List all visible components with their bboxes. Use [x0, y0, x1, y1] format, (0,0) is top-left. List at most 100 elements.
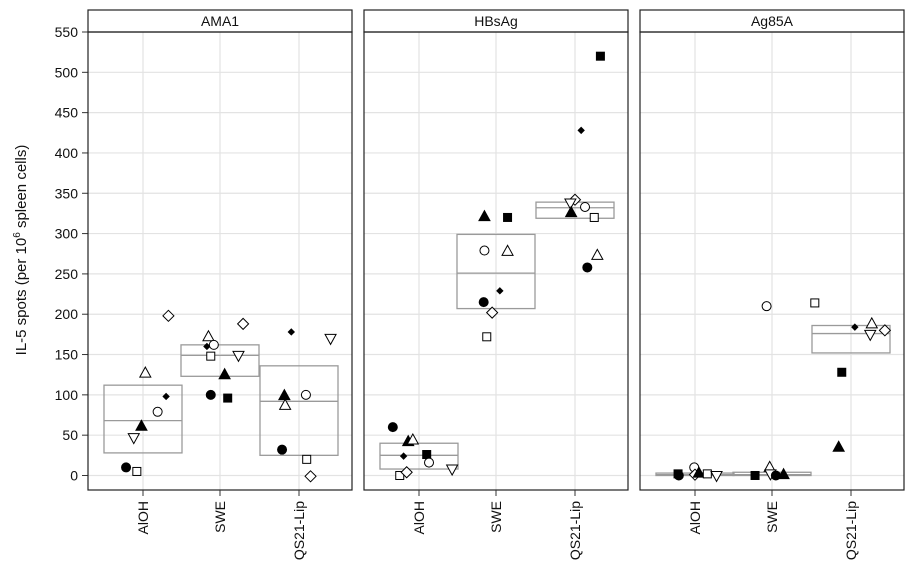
data-point — [223, 393, 233, 403]
data-point — [479, 245, 490, 256]
y-axis-title: IL-5 spots (per 106 spleen cells) — [12, 145, 30, 356]
box-iqr — [456, 233, 536, 310]
data-point — [304, 470, 317, 483]
data-point — [837, 367, 847, 377]
data-point — [878, 324, 892, 337]
x-tick-label: AlOH — [411, 501, 427, 534]
data-point — [162, 309, 175, 323]
data-point — [132, 466, 142, 476]
data-point — [501, 244, 514, 256]
x-tick-label: QS21-Lip — [843, 501, 859, 560]
x-tick-label: QS21-Lip — [567, 501, 583, 560]
y-tick-label: 500 — [55, 64, 79, 80]
y-tick-label: 150 — [55, 347, 79, 363]
data-point — [202, 329, 215, 342]
data-point — [232, 350, 245, 363]
data-point — [135, 419, 148, 431]
svg-text:IL-5 spots (per 106 spleen cel: IL-5 spots (per 106 spleen cells) — [12, 145, 30, 356]
data-point — [761, 301, 772, 312]
panel-hbsag: HBsAg AlOH SWE QS21-Lip — [363, 9, 629, 560]
data-point — [162, 392, 170, 401]
y-tick-label: 550 — [55, 24, 79, 40]
data-point — [324, 333, 337, 346]
data-point — [208, 339, 219, 350]
data-point — [422, 450, 432, 460]
data-point — [810, 298, 820, 308]
x-tick-label: AlOH — [687, 501, 703, 534]
data-point — [236, 317, 250, 331]
data-point — [138, 366, 152, 378]
y-axis-title-text-end: spleen cells) — [13, 145, 30, 233]
x-tick-label: SWE — [212, 501, 228, 533]
data-point — [399, 452, 408, 460]
x-tick-label: QS21-Lip — [291, 501, 307, 560]
data-point — [287, 328, 296, 336]
data-point — [406, 432, 420, 445]
panel-title: Ag85A — [751, 13, 794, 29]
data-point — [564, 198, 577, 210]
x-tick-label: SWE — [764, 501, 780, 533]
data-point — [485, 306, 499, 319]
data-point — [865, 316, 879, 329]
data-point — [387, 422, 398, 433]
data-point — [478, 209, 491, 222]
y-tick-label: 100 — [55, 387, 79, 403]
data-point — [580, 201, 591, 212]
x-tick-label: SWE — [488, 501, 504, 533]
data-point — [400, 466, 413, 479]
data-point — [595, 51, 605, 61]
data-point — [302, 454, 312, 464]
panel-ag85a: Ag85A AlOH SWE QS21-Lip — [639, 9, 905, 560]
panel-title: AMA1 — [201, 13, 239, 29]
y-tick-label: 350 — [55, 185, 79, 201]
data-point — [777, 467, 790, 480]
y-tick-label: 300 — [55, 226, 79, 242]
y-tick-label: 200 — [55, 306, 79, 322]
data-point — [127, 433, 141, 445]
data-point — [205, 389, 216, 400]
data-point — [121, 462, 132, 473]
y-tick-label: 250 — [55, 266, 79, 282]
y-axis-title-text: IL-5 spots (per 10 — [13, 238, 30, 356]
data-point — [478, 297, 489, 308]
data-point — [673, 470, 684, 481]
data-point — [577, 126, 585, 135]
data-point — [496, 287, 504, 295]
data-point — [832, 440, 846, 452]
data-point — [300, 389, 311, 400]
box-iqr — [811, 324, 891, 354]
data-point — [278, 398, 292, 410]
data-point — [702, 469, 712, 479]
data-point — [750, 470, 760, 480]
data-point — [863, 329, 877, 342]
y-tick-label: 450 — [55, 105, 79, 121]
y-axis: 0 50 100 150 200 250 300 350 400 450 500 550 — [55, 24, 88, 483]
data-point — [851, 323, 859, 331]
y-tick-label: 50 — [62, 427, 78, 443]
data-point — [424, 457, 435, 468]
box-iqr — [379, 442, 459, 470]
data-point — [589, 212, 599, 222]
box-iqr — [259, 365, 339, 456]
data-point — [590, 248, 604, 260]
x-tick-label: AlOH — [135, 501, 151, 534]
data-point — [277, 444, 288, 455]
panel-ama1: AMA1 AlOH SWE QS21-Lip — [87, 9, 353, 560]
data-point — [445, 464, 459, 477]
data-point — [482, 332, 492, 342]
y-tick-label: 400 — [55, 145, 79, 161]
panel-title: HBsAg — [474, 13, 518, 29]
data-point — [710, 470, 723, 483]
data-point — [206, 351, 216, 361]
data-point — [218, 367, 231, 380]
data-point — [564, 205, 578, 218]
data-point — [582, 262, 593, 273]
y-axis-title-exponent: 6 — [12, 232, 23, 238]
data-point — [152, 406, 163, 417]
y-tick-label: 0 — [70, 467, 78, 483]
data-point — [503, 212, 513, 222]
data-point — [278, 388, 291, 401]
box-iqr — [103, 384, 183, 454]
